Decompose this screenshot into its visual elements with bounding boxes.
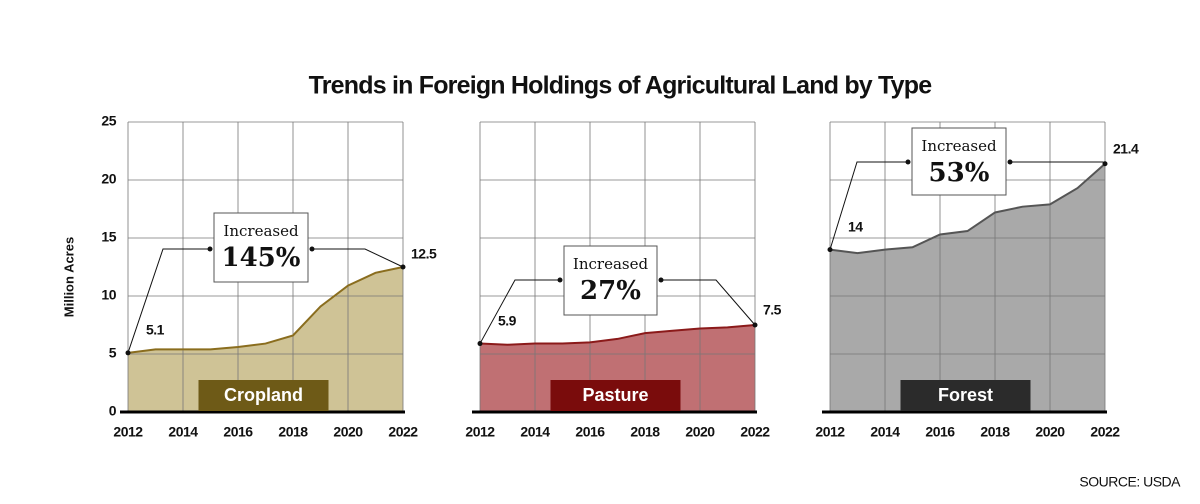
data-label: 5.1 [146, 322, 165, 338]
x-tick-label: 2020 [333, 424, 363, 440]
callout-line [312, 248, 404, 268]
area-fill [480, 325, 755, 412]
callout-text: Increased [573, 255, 649, 273]
area-line [479, 324, 756, 346]
x-tick-label: 2012 [465, 424, 495, 440]
callout-change: 53% [929, 158, 990, 188]
source: SOURCE: USDA [1079, 474, 1181, 490]
x-tick-label: 2012 [815, 424, 845, 440]
category-label: Pasture [582, 385, 648, 405]
callout-text: Increased [921, 137, 997, 155]
callout-box [911, 127, 1007, 196]
callout-box [213, 212, 309, 283]
callout-line [127, 248, 210, 353]
callout-dot [1102, 161, 1108, 167]
category-box [198, 380, 329, 411]
data-label: 14 [848, 218, 863, 234]
area-fill [128, 267, 403, 412]
category-label: Forest [938, 385, 993, 405]
data-label: 21.4 [1113, 140, 1139, 156]
chart-title: Trends in Foreign Holdings of Agricultur… [309, 72, 933, 100]
x-tick-label: 2016 [223, 424, 253, 440]
callout-dot [557, 277, 563, 283]
y-tick-label: 25 [101, 113, 116, 129]
data-label: 7.5 [763, 302, 782, 318]
x-tick-label: 2020 [1035, 424, 1065, 440]
y-tick-label: 15 [101, 229, 116, 245]
area-fill [830, 163, 1105, 412]
callout-dot [477, 341, 483, 347]
x-tick-label: 2022 [388, 424, 418, 440]
x-tick-label: 2014 [520, 424, 550, 440]
callout-dot [658, 277, 664, 283]
callout-dot [207, 246, 213, 252]
x-tick-label: 2018 [980, 424, 1010, 440]
x-tick-label: 2018 [278, 424, 308, 440]
callout-dot [752, 322, 758, 328]
callout-text: Increased [223, 222, 299, 240]
callout-dot [125, 350, 131, 356]
category-label: Cropland [224, 385, 303, 405]
y-tick-label: 5 [109, 345, 117, 361]
x-tick-label: 2012 [113, 424, 143, 440]
callout-line [1010, 161, 1106, 165]
callout-dot [309, 246, 315, 252]
y-axis-label: Million Acres [61, 237, 76, 317]
callout-change: 145% [222, 243, 301, 273]
data-label: 12.5 [411, 246, 437, 262]
callout-dot [905, 159, 911, 165]
callout-line [479, 279, 560, 344]
x-tick-label: 2016 [575, 424, 605, 440]
category-box [900, 380, 1031, 411]
x-tick-label: 2014 [168, 424, 198, 440]
callout-change: 27% [580, 276, 641, 306]
x-tick-label: 2014 [870, 424, 900, 440]
category-box [550, 380, 681, 411]
callout-dot [827, 247, 833, 253]
area-line [127, 266, 404, 354]
callout-box [563, 245, 658, 316]
area-line [829, 163, 1106, 255]
data-label: 5.9 [498, 312, 517, 328]
y-tick-label: 20 [101, 171, 116, 187]
callout-dot [400, 264, 406, 270]
callout-line [661, 279, 756, 326]
callout-dot [1007, 159, 1013, 165]
x-tick-label: 2020 [685, 424, 715, 440]
x-tick-label: 2022 [1090, 424, 1120, 440]
x-tick-label: 2022 [740, 424, 770, 440]
x-tick-label: 2016 [925, 424, 955, 440]
y-tick-label: 10 [101, 287, 116, 303]
y-tick-label: 0 [109, 403, 117, 419]
x-tick-label: 2018 [630, 424, 660, 440]
callout-line [829, 161, 908, 250]
